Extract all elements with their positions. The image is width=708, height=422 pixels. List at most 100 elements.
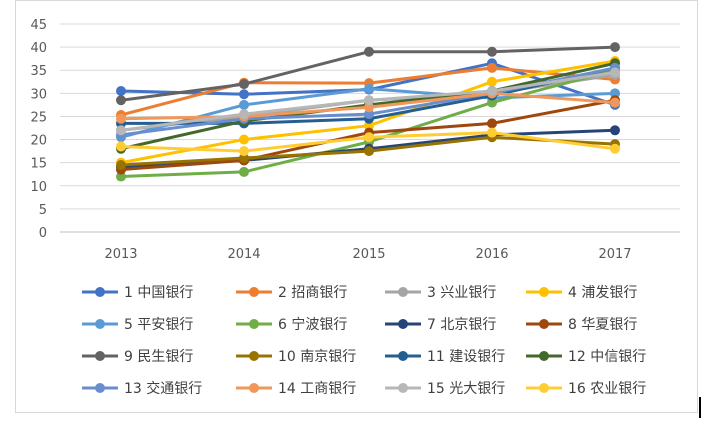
legend-swatch-marker <box>95 383 105 393</box>
legend-item: 13 交通银行 <box>82 380 202 397</box>
legend-item: 12 中信银行 <box>526 349 646 365</box>
data-point <box>116 171 126 182</box>
y-tick-label: 15 <box>30 157 47 172</box>
y-tick-label: 30 <box>30 87 47 102</box>
legend-item: 11 建设银行 <box>385 349 505 365</box>
x-tick-label: 2016 <box>475 247 508 262</box>
legend-swatch-marker <box>249 383 259 393</box>
data-point <box>364 102 374 113</box>
legend-item: 9 民生银行 <box>82 349 193 365</box>
legend-label: 6 宁波银行 <box>278 316 347 333</box>
legend-label: 2 招商银行 <box>278 285 347 301</box>
data-point <box>116 86 126 97</box>
data-point <box>364 46 374 57</box>
data-point <box>116 159 126 170</box>
legend-swatch-marker <box>249 319 259 329</box>
legend-swatch-marker <box>398 319 408 329</box>
legend-label: 8 华夏银行 <box>568 317 637 333</box>
legend-item: 2 招商银行 <box>236 285 347 301</box>
legend-swatch-marker <box>95 287 105 297</box>
legend-swatch-marker <box>539 287 549 297</box>
legend-label: 5 平安银行 <box>124 317 193 333</box>
axes: 0 5 10 15 20 25 30 35 40 45 2013 2014 2015 2016 2017 <box>30 18 631 262</box>
data-point <box>239 99 249 110</box>
y-tick-label: 35 <box>30 64 47 79</box>
y-tick-label: 20 <box>30 134 47 149</box>
data-point <box>364 83 374 94</box>
data-point <box>116 113 126 124</box>
legend-label: 7 北京银行 <box>427 317 496 333</box>
data-point <box>116 141 126 152</box>
data-point <box>487 118 497 129</box>
data-point <box>364 146 374 157</box>
data-point <box>364 109 374 120</box>
legend-label: 13 交通银行 <box>124 380 202 397</box>
data-point <box>487 62 497 73</box>
legend-item: 3 兴业银行 <box>385 285 496 301</box>
y-tick-label: 45 <box>30 18 47 33</box>
data-point <box>610 67 620 78</box>
series-16 <box>116 127 620 157</box>
legend-label: 9 民生银行 <box>124 349 193 365</box>
data-point <box>487 127 497 138</box>
y-tick-label: 25 <box>30 110 47 125</box>
data-point <box>610 125 620 136</box>
legend-swatch-marker <box>95 351 105 361</box>
data-point <box>239 89 249 100</box>
legend-label: 3 兴业银行 <box>427 285 496 301</box>
series-10 <box>116 132 620 170</box>
y-tick-label: 0 <box>39 226 47 241</box>
data-point <box>239 166 249 177</box>
data-point <box>487 46 497 57</box>
legend-label: 14 工商银行 <box>278 381 356 397</box>
data-point <box>610 143 620 154</box>
data-point <box>116 125 126 136</box>
legend-swatch-marker <box>539 351 549 361</box>
data-point <box>239 153 249 164</box>
legend-label: 12 中信银行 <box>568 349 646 365</box>
legend-swatch-marker <box>539 383 549 393</box>
data-point <box>487 86 497 97</box>
legend-label: 4 浦发银行 <box>568 285 637 301</box>
y-tick-label: 40 <box>30 41 47 56</box>
y-tick-label: 5 <box>39 203 47 218</box>
data-point <box>239 79 249 90</box>
legend-label: 11 建设银行 <box>427 349 505 365</box>
data-point <box>239 109 249 120</box>
legend-label: 1 中国银行 <box>124 285 193 301</box>
data-point <box>487 76 497 87</box>
legend-item: 4 浦发银行 <box>526 285 637 301</box>
legend-swatch-marker <box>398 287 408 297</box>
legend-item: 6 宁波银行 <box>236 316 347 333</box>
legend-item: 10 南京银行 <box>236 349 356 365</box>
x-tick-label: 2014 <box>227 247 260 262</box>
legend-swatch-marker <box>95 319 105 329</box>
series-15 <box>116 67 620 136</box>
data-point <box>239 134 249 145</box>
legend-item: 8 华夏银行 <box>526 317 637 333</box>
series-9 <box>116 42 620 106</box>
legend: 1 中国银行 2 招商银行 3 兴业银行 4 浦发银行 5 平安银行 6 宁波银行 7 北京… <box>82 285 646 397</box>
x-tick-label: 2017 <box>598 247 631 262</box>
legend-item: 15 光大银行 <box>385 381 505 397</box>
legend-item: 5 平安银行 <box>82 317 193 333</box>
legend-swatch-marker <box>539 319 549 329</box>
legend-swatch-marker <box>398 351 408 361</box>
legend-label: 16 农业银行 <box>568 381 646 397</box>
series-lines <box>116 42 620 182</box>
data-point <box>364 95 374 106</box>
data-point <box>364 132 374 143</box>
legend-label: 15 光大银行 <box>427 381 505 397</box>
legend-item: 1 中国银行 <box>82 285 193 301</box>
data-point <box>610 88 620 99</box>
data-point <box>239 146 249 157</box>
legend-swatch-marker <box>249 351 259 361</box>
legend-item: 7 北京银行 <box>385 317 496 333</box>
x-tick-label: 2015 <box>352 247 385 262</box>
series-4 <box>116 55 620 168</box>
legend-label: 10 南京银行 <box>278 349 356 365</box>
data-point <box>610 97 620 108</box>
text-cursor <box>699 397 701 418</box>
legend-swatch-marker <box>398 383 408 393</box>
